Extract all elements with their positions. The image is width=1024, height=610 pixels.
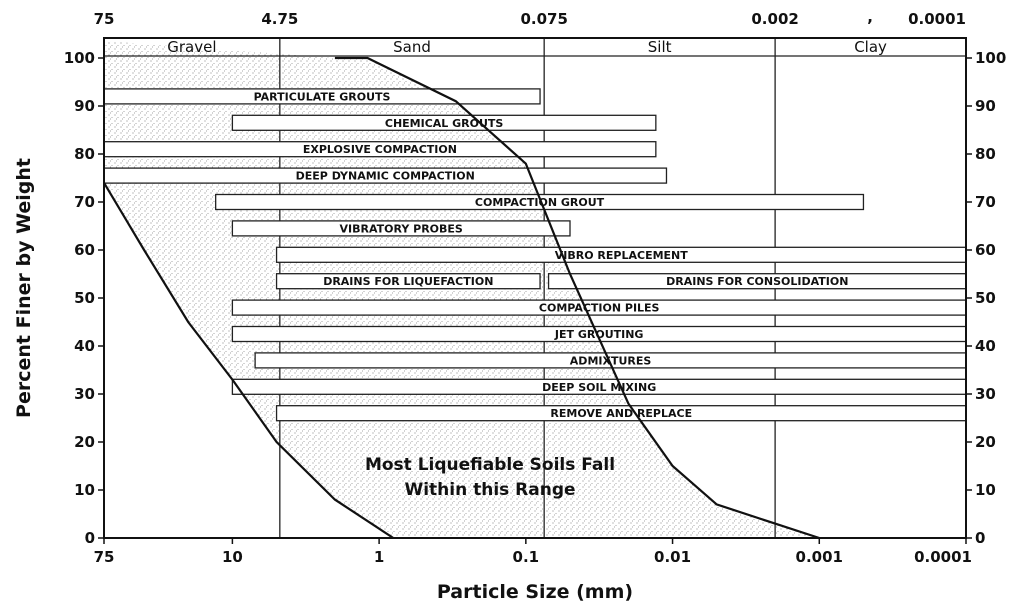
method-bar-label: COMPACTION PILES xyxy=(539,302,660,315)
y-tick-label-right: 30 xyxy=(975,385,996,403)
method-bar-label: VIBRO REPLACEMENT xyxy=(555,249,688,262)
method-bar-label: CHEMICAL GROUTS xyxy=(385,117,504,130)
y-tick-label-right: 20 xyxy=(975,433,996,451)
top-boundary-label: 75 xyxy=(94,10,115,28)
method-bar-label: ADMIXTURES xyxy=(570,354,652,367)
y-tick-label-right: 50 xyxy=(975,289,996,307)
y-tick-label-left: 80 xyxy=(74,145,95,163)
x-tick-label: 10 xyxy=(222,548,243,566)
y-tick-label-left: 70 xyxy=(74,193,95,211)
x-tick-label: 0.1 xyxy=(513,548,540,566)
fine-boundary-curve xyxy=(334,56,820,540)
y-tick-label-right: 100 xyxy=(975,49,1006,67)
top-boundary-label: 4.75 xyxy=(261,10,298,28)
y-tick-label-left: 100 xyxy=(64,49,95,67)
range-annotation-line: Most Liquefiable Soils Fall xyxy=(365,455,615,475)
y-tick-label-right: 80 xyxy=(975,145,996,163)
x-axis-title: Particle Size (mm) xyxy=(437,581,633,603)
method-bar-label: VIBRATORY PROBES xyxy=(340,222,463,235)
y-tick-label-left: 20 xyxy=(74,433,95,451)
x-tick-label: 1 xyxy=(374,548,384,566)
plot-frame xyxy=(103,37,967,539)
method-bar-label: COMPACTION GROUT xyxy=(475,196,605,209)
y-tick-label-right: 60 xyxy=(975,241,996,259)
y-tick-label-right: 10 xyxy=(975,481,996,499)
top-boundary-label: 0.075 xyxy=(520,10,567,28)
y-axis-title: Percent Finer by Weight xyxy=(13,158,35,418)
x-tick-label: 0.0001 xyxy=(914,548,972,566)
method-bar-label: DEEP DYNAMIC COMPACTION xyxy=(296,170,475,183)
top-boundary-label: 0.002 xyxy=(751,10,798,28)
method-bar xyxy=(275,273,541,290)
y-tick-label-left: 0 xyxy=(85,529,95,547)
y-tick-label-right: 0 xyxy=(975,529,985,547)
method-bar-label: DEEP SOIL MIXING xyxy=(542,381,656,394)
band-label-gravel: Gravel xyxy=(167,38,216,56)
method-bar-label: DRAINS FOR LIQUEFACTION xyxy=(323,275,493,288)
y-tick-label-left: 10 xyxy=(74,481,95,499)
y-tick-label-left: 60 xyxy=(74,241,95,259)
method-bar xyxy=(231,220,571,237)
x-tick-label: 75 xyxy=(94,548,115,566)
coarse-boundary-curve xyxy=(103,182,394,539)
band-label-sand: Sand xyxy=(393,38,431,56)
method-bar-label: EXPLOSIVE COMPACTION xyxy=(303,143,457,156)
y-tick-label-left: 50 xyxy=(74,289,95,307)
y-tick-label-right: 70 xyxy=(975,193,996,211)
method-bar-label: PARTICULATE GROUTS xyxy=(254,90,391,103)
y-tick-label-right: 40 xyxy=(975,337,996,355)
x-tick-label: 0.01 xyxy=(654,548,691,566)
top-boundary-label: 0.0001 xyxy=(908,10,966,28)
y-tick-label-left: 90 xyxy=(74,97,95,115)
method-bar xyxy=(231,114,657,131)
method-bar-label: DRAINS FOR CONSOLIDATION xyxy=(666,275,848,288)
method-bar xyxy=(215,193,865,211)
y-tick-label-right: 90 xyxy=(975,97,996,115)
method-bar-label: REMOVE AND REPLACE xyxy=(550,407,692,420)
method-bar-label: JET GROUTING xyxy=(554,328,644,341)
y-tick-label-left: 40 xyxy=(74,337,95,355)
band-label-clay: Clay xyxy=(854,38,887,56)
range-annotation-line: Within this Range xyxy=(404,480,575,500)
band-label-silt: Silt xyxy=(648,38,672,56)
y-tick-label-left: 30 xyxy=(74,385,95,403)
x-tick-label: 0.001 xyxy=(796,548,843,566)
top-mark: , xyxy=(867,8,873,26)
